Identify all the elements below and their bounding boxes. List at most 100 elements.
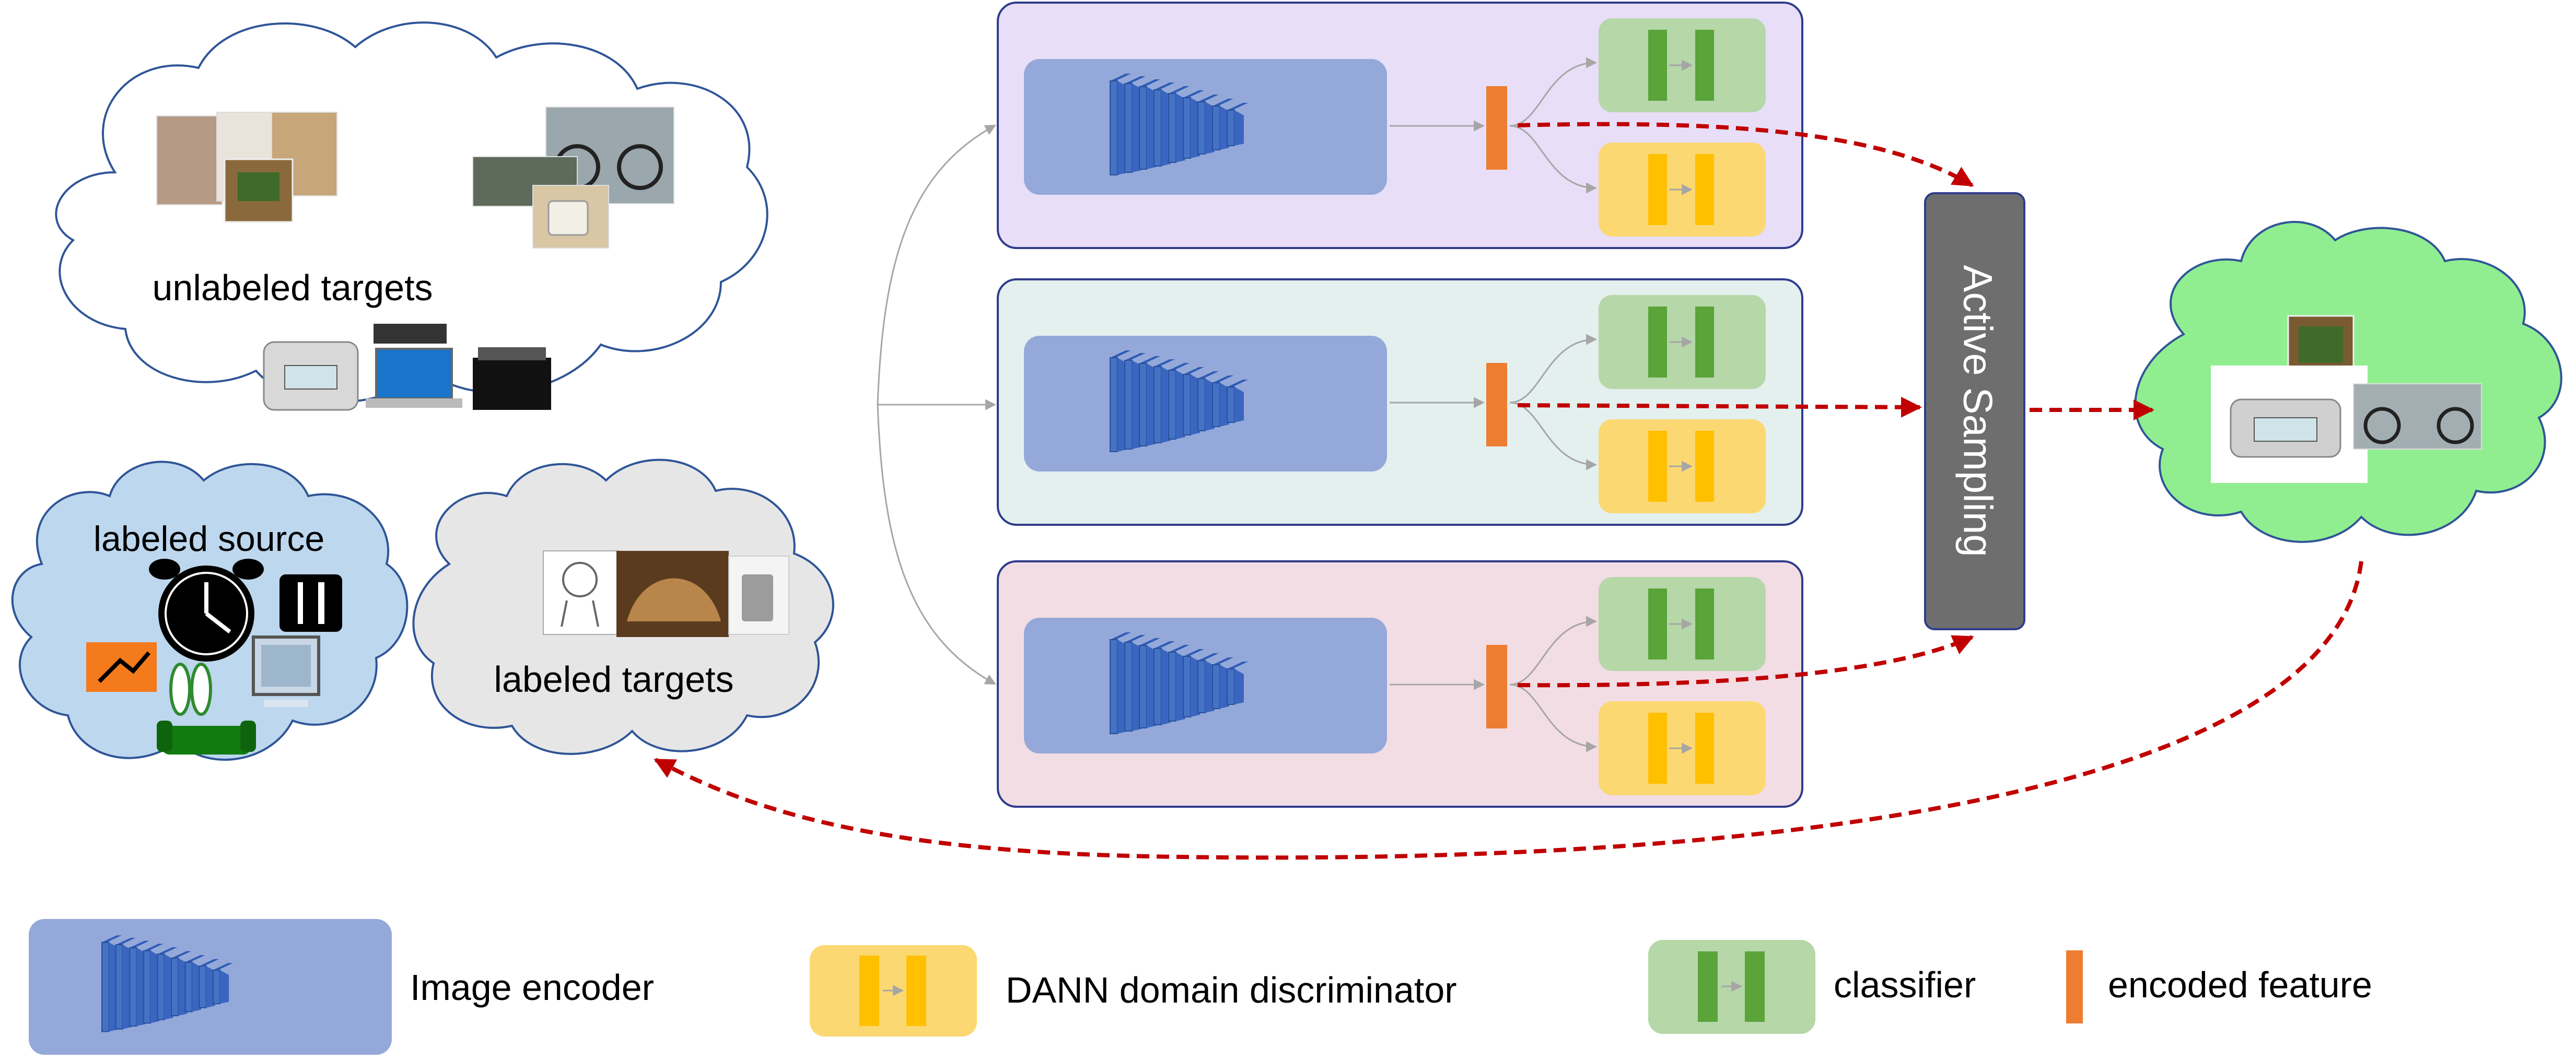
pipeline-2-to-classifier-arrow	[1509, 334, 1598, 404]
pipeline-1-encoder-layer-1	[1110, 80, 1118, 175]
selected-samples-cloud	[2134, 221, 2562, 543]
pipeline-3-to-dann-arrow	[1509, 684, 1598, 752]
pipeline-3-encoder-layer-1	[1110, 639, 1118, 734]
pipeline-1-to-classifier-arrow	[1509, 57, 1598, 127]
legend-classifier: classifier	[1648, 940, 1976, 1034]
pipeline-2-encoder-layer-top-4	[1154, 359, 1175, 367]
legend-encoder-layer-9	[212, 969, 221, 1005]
unlabeled-targets-label: unlabeled targets	[152, 267, 433, 308]
pipeline-2-encoder-layer-top-8	[1213, 375, 1233, 383]
alarm-clock-icon	[149, 559, 264, 662]
folder-icon	[86, 642, 157, 692]
legend-feature-swatch	[2066, 950, 2083, 1023]
pipeline-2-classifier-bar-1	[1648, 307, 1667, 378]
pipeline-1-encoder-layer-top-6	[1183, 90, 1204, 98]
pipeline-3-encoder-layer-top-4	[1154, 641, 1175, 649]
monitor-icon	[252, 635, 320, 707]
pipelines	[997, 2, 1803, 808]
pipeline-1-classifier-bar-2	[1695, 30, 1714, 101]
pipeline-3-to-classifier-arrow	[1509, 616, 1598, 686]
pipeline-3-dann-bar-1	[1648, 713, 1667, 784]
pipeline-3-encoder-layer-top-7	[1198, 653, 1219, 661]
legend-encoder-layer-side-9	[220, 970, 229, 1004]
flip-flops-icon	[169, 663, 212, 716]
pipeline-1-encoder-layer-top-2	[1125, 76, 1146, 84]
legend-encoder-layer-top-6	[171, 951, 191, 958]
legend-encoder-layer-top-5	[157, 947, 178, 955]
pipeline-1-classifier-bar-1	[1648, 30, 1667, 101]
legend-classifier-label: classifier	[1834, 964, 1976, 1005]
active-sampling-box	[1924, 192, 2025, 630]
input-split-arrows	[877, 124, 997, 685]
pipeline-1-to-dann-arrow	[1509, 125, 1598, 194]
pipeline-1-encoder-layer-top-4	[1154, 83, 1175, 90]
active-sampling-block: Active Sampling	[1924, 192, 2025, 630]
pipeline-2-encoder-layer-top-3	[1139, 356, 1160, 363]
pipeline-2	[997, 278, 1803, 526]
feature-to-sampling-arrow-1	[1517, 122, 1974, 187]
legend-dann-label: DANN domain discriminator	[1006, 970, 1457, 1010]
legend-encoder-layer-4	[143, 950, 151, 1024]
pipeline-2-encoder-layer-8	[1212, 382, 1220, 427]
pipeline-1-encoder-layer-top-5	[1169, 86, 1190, 93]
pipeline-3-dann-bar-2	[1695, 713, 1714, 784]
pipeline-2-encoder-layer-5	[1168, 370, 1176, 440]
pipeline-1-encoder-layers	[1110, 74, 1248, 175]
pipeline-3-encoder-layer-top-9	[1227, 662, 1248, 669]
pipeline-2-encoder-layer-top-5	[1169, 363, 1190, 370]
pipeline-3-encoder-layer-side-9	[1234, 669, 1244, 704]
pipeline-1-encoder-layer-6	[1183, 97, 1191, 159]
photo-box-icon	[473, 358, 551, 410]
pipeline-3-encoder-layer-8	[1212, 664, 1220, 709]
legend-encoder-layer-top-4	[143, 944, 164, 951]
pipeline-2-encoder-layer-top-2	[1125, 353, 1146, 360]
pipeline-3-encoder-layer-top-8	[1213, 657, 1233, 665]
pipeline-3-encoder-layer-top-6	[1183, 649, 1204, 656]
pipeline-3-classifier-bar-2	[1695, 588, 1714, 659]
legend-encoded-feature: encoded feature	[2066, 950, 2372, 1023]
legend-encoder-layer-3	[129, 947, 137, 1027]
legend-encoder-layer-7	[184, 961, 193, 1012]
cutlery-icon	[279, 574, 342, 632]
sofa-icon	[157, 721, 256, 755]
legend-encoder-layer-2	[115, 944, 123, 1030]
pipeline-2-encoder-layer-top-6	[1183, 367, 1204, 374]
photo-kitchen-icon	[156, 115, 223, 205]
labeled-source-cloud: labeled source	[11, 461, 409, 761]
pipeline-2-encoded-feature	[1486, 363, 1507, 446]
legend-encoder-layer-top-8	[199, 959, 219, 967]
pipeline-2-dann-bar-1	[1648, 431, 1667, 502]
feature-to-sampling-arrow-2	[1517, 396, 1922, 418]
legend-encoder-layer-top-9	[213, 963, 233, 970]
pipeline-3-encoder-layer-4	[1153, 648, 1162, 725]
legend-encoder-layer-5	[157, 953, 165, 1020]
pipeline-3-encoder-layer-2	[1124, 642, 1133, 732]
active-sampling-label: Active Sampling	[1955, 265, 2001, 557]
labeled-targets-label: labeled targets	[494, 659, 733, 700]
pipeline-1-encoder-layer-top-3	[1139, 79, 1160, 87]
legend-image-encoder: Image encoder	[29, 919, 654, 1055]
sampling-arrows	[654, 122, 2363, 860]
pipeline-1-encoder-layer-5	[1168, 93, 1176, 163]
pipeline-1-encoder-layer-top-1	[1110, 74, 1131, 81]
photo-laptop-icon	[375, 348, 453, 399]
pipeline-2-classifier-bar-2	[1695, 307, 1714, 378]
legend-encoder-layer-1	[101, 941, 110, 1032]
pipeline-1-encoder-layer-top-9	[1227, 103, 1248, 110]
pipeline-2-encoder-layers	[1110, 350, 1248, 452]
legend-encoder-layer-top-1	[102, 935, 122, 943]
pipeline-3	[997, 560, 1803, 808]
labeled-source-label: labeled source	[94, 519, 324, 559]
pipeline-3-encoder-layer-top-5	[1169, 645, 1190, 652]
legend-encoder-layer-8	[199, 965, 207, 1008]
pipeline-3-encoder-layer-top-3	[1139, 638, 1160, 645]
legend-encoder-layer-top-3	[130, 940, 150, 948]
pipeline-3-encoded-feature	[1486, 645, 1507, 728]
pipeline-2-encoder-layer-top-7	[1198, 371, 1219, 379]
legend-encoder-layer-6	[171, 957, 179, 1017]
legend-dann: DANN domain discriminator	[810, 945, 1457, 1037]
unlabeled-targets-cloud: unlabeled targets	[55, 21, 768, 411]
pipeline-3-classifier-bar-1	[1648, 588, 1667, 659]
pipeline-1-encoder-layer-side-9	[1234, 110, 1244, 146]
